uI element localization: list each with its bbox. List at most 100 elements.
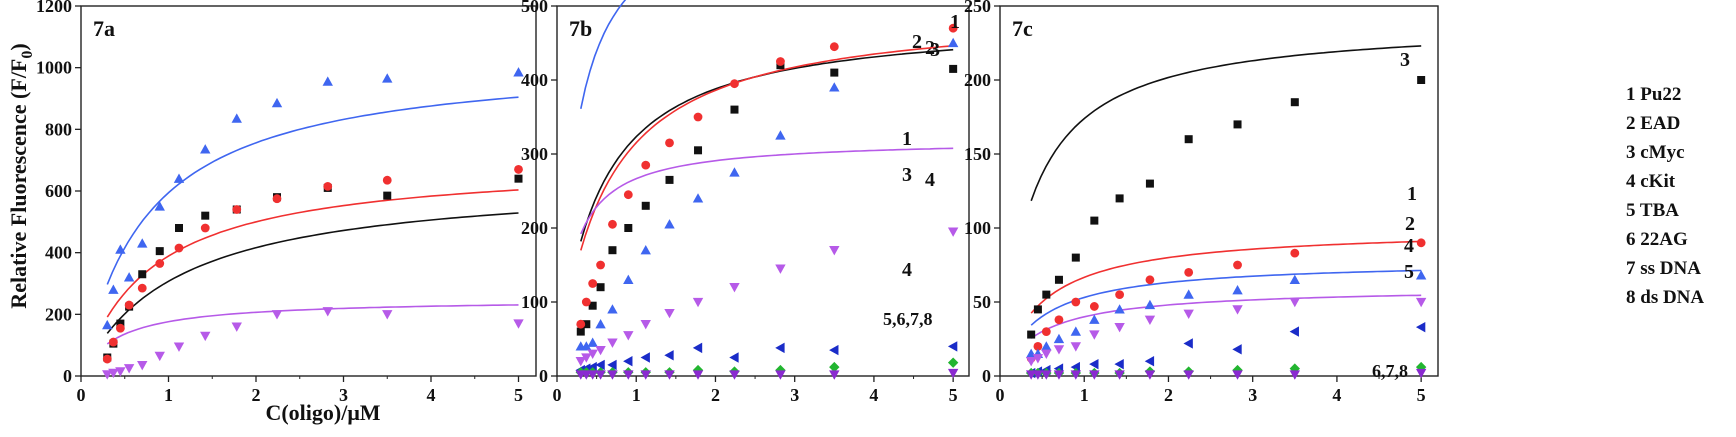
legend-number: 3	[1626, 142, 1636, 163]
legend-number: 4	[1626, 171, 1636, 192]
data-point	[1114, 358, 1124, 370]
data-point	[175, 224, 183, 232]
data-point	[623, 190, 633, 200]
data-point	[137, 238, 148, 248]
data-point	[272, 194, 282, 204]
data-point	[1144, 299, 1156, 310]
data-point	[692, 370, 704, 380]
data-point	[730, 79, 739, 89]
x-tick-label: 5	[949, 385, 958, 405]
data-point	[1071, 253, 1080, 262]
legend-name: TBA	[1639, 200, 1679, 221]
x-tick-label: 3	[790, 385, 799, 405]
y-tick-label: 0	[539, 366, 548, 386]
data-point	[1144, 356, 1155, 367]
data-point	[115, 367, 126, 377]
legend-number: 8	[1626, 287, 1636, 308]
fit-curve-pu22	[580, 45, 954, 251]
data-point	[829, 82, 840, 92]
data-point	[640, 320, 651, 330]
data-point	[1089, 370, 1100, 380]
data-point	[271, 310, 283, 320]
data-point	[382, 175, 392, 185]
fit-curve-cmyc	[580, 48, 954, 242]
data-point	[829, 370, 840, 380]
data-point	[271, 97, 283, 108]
data-point	[1042, 290, 1051, 299]
data-point	[154, 351, 165, 362]
data-point	[1089, 358, 1099, 370]
data-point	[1290, 98, 1299, 107]
data-point	[1232, 284, 1243, 295]
legend-name: ds DNA	[1640, 287, 1705, 308]
data-point	[664, 308, 675, 319]
y-tick-label: 1000	[36, 58, 72, 78]
panel-label: 7a	[93, 16, 115, 41]
data-point	[947, 37, 959, 48]
y-axis-label-close: )	[6, 43, 31, 50]
curve-label-ead: 2	[1405, 213, 1415, 235]
data-point	[200, 144, 211, 154]
data-point	[729, 167, 740, 177]
data-point	[1115, 194, 1124, 203]
fit-curve-ead	[1030, 269, 1422, 326]
x-tick-label: 0	[77, 385, 86, 405]
legend-name: ss DNA	[1640, 258, 1701, 279]
data-point	[1089, 302, 1099, 311]
series-ssdna	[575, 368, 959, 380]
data-point	[623, 370, 634, 380]
data-point	[1232, 344, 1242, 355]
data-point	[730, 105, 739, 114]
data-point	[947, 341, 958, 352]
x-tick-label: 3	[339, 385, 348, 405]
x-tick-label: 4	[427, 385, 436, 405]
y-tick-label: 1200	[36, 0, 72, 16]
data-point	[155, 247, 164, 256]
fit-curve-pu22	[106, 189, 519, 318]
data-point	[607, 304, 618, 314]
data-point	[322, 307, 333, 317]
data-point	[595, 370, 606, 380]
data-point	[1416, 238, 1426, 248]
panel-label: 7c	[1012, 16, 1033, 41]
data-point	[641, 201, 650, 210]
curve-label-pu22: 1	[902, 128, 912, 150]
data-point	[231, 113, 242, 123]
data-point	[1032, 370, 1044, 380]
data-point	[729, 370, 740, 380]
data-point	[581, 297, 591, 307]
data-point	[323, 181, 333, 191]
curve-label-ckit: 4	[1404, 235, 1414, 257]
data-point	[1289, 370, 1301, 380]
data-point	[947, 357, 959, 368]
series-ckit	[575, 227, 959, 367]
legend-item-cmyc: 3 cMyc	[1626, 142, 1734, 171]
curve-label-pu22: 1	[1407, 183, 1417, 205]
series-tba	[575, 341, 958, 376]
data-point	[232, 205, 242, 214]
data-point	[1114, 304, 1125, 314]
data-point	[102, 319, 113, 330]
legend-number: 6	[1626, 229, 1636, 250]
data-point	[1144, 370, 1156, 380]
data-point	[948, 23, 958, 33]
data-point	[1417, 76, 1426, 84]
x-tick-label: 2	[1164, 385, 1173, 405]
data-point	[1183, 309, 1194, 320]
legend-name: EAD	[1640, 113, 1681, 134]
data-point	[1070, 326, 1082, 336]
legend-name: cMyc	[1640, 142, 1685, 163]
y-tick-label: 50	[973, 292, 991, 312]
data-point	[1233, 260, 1242, 270]
data-point	[693, 112, 703, 122]
legend-number: 1	[1626, 84, 1636, 105]
data-point	[1145, 179, 1154, 188]
data-point	[595, 345, 606, 356]
data-point	[776, 57, 785, 66]
x-tick-label: 2	[711, 385, 720, 405]
fit-curve-pu22	[1030, 240, 1422, 314]
data-point	[640, 352, 650, 363]
x-tick-label: 1	[164, 385, 173, 405]
plot-frame	[999, 5, 1439, 377]
